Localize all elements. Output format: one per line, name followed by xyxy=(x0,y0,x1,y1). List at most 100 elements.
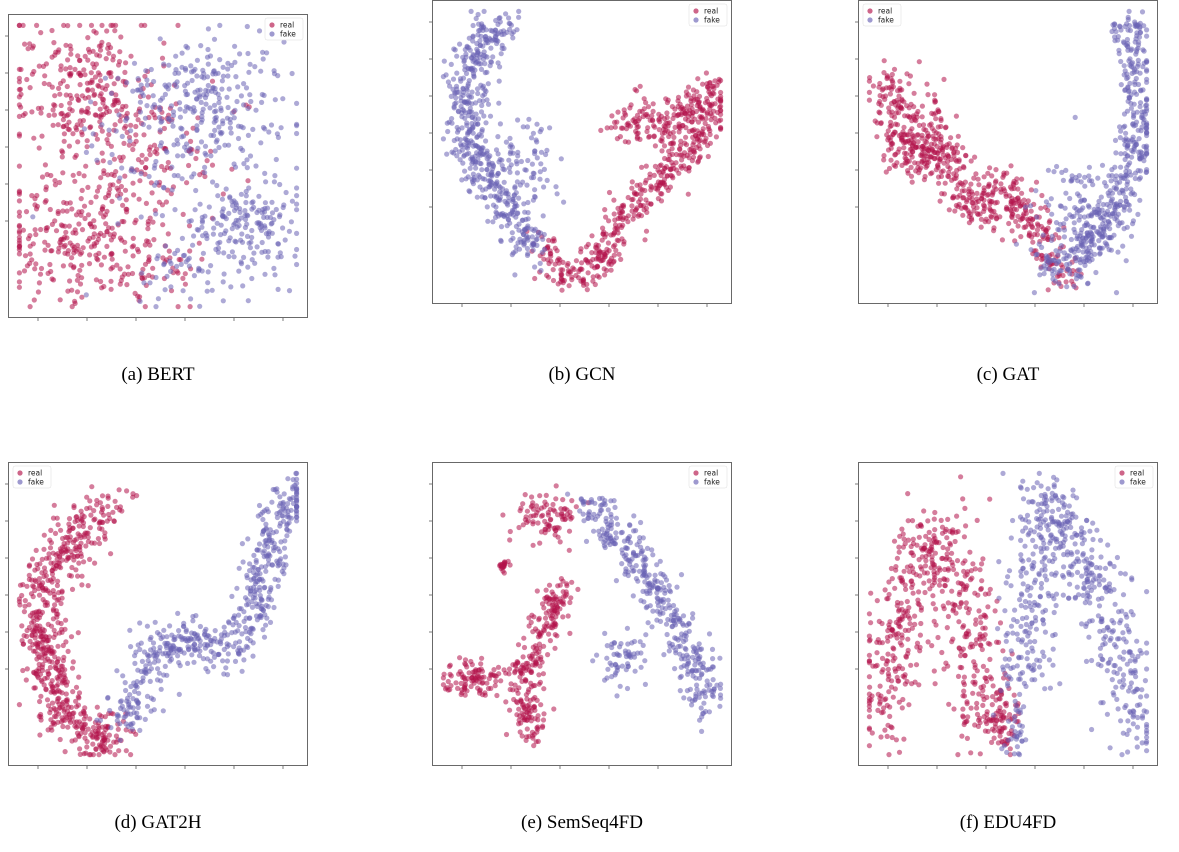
scatter-point-fake xyxy=(1135,81,1142,88)
scatter-point-real xyxy=(924,139,930,145)
scatter-point-real xyxy=(245,178,251,184)
scatter-point-real xyxy=(47,261,53,268)
scatter-point-fake xyxy=(170,650,176,656)
scatter-point-real xyxy=(35,566,41,572)
scatter-point-real xyxy=(96,83,102,89)
scatter-point-real xyxy=(27,638,33,644)
scatter-point-fake xyxy=(487,113,494,119)
scatter-point-fake xyxy=(1045,167,1051,173)
scatter-point-fake xyxy=(1132,79,1138,85)
scatter-point-fake xyxy=(278,125,284,131)
scatter-point-real xyxy=(165,231,171,237)
scatter-point-real xyxy=(20,641,26,647)
scatter-point-fake xyxy=(540,213,546,219)
scatter-point-real xyxy=(133,112,139,118)
scatter-point-real xyxy=(160,255,166,261)
scatter-point-fake xyxy=(185,45,191,51)
scatter-point-real xyxy=(113,169,119,175)
scatter-point-real xyxy=(45,242,51,248)
scatter-point-real xyxy=(49,727,55,733)
scatter-point-real xyxy=(85,583,91,589)
scatter-point-fake xyxy=(250,653,256,659)
scatter-point-real xyxy=(79,227,86,233)
scatter-point-fake xyxy=(1130,65,1136,71)
scatter-point-fake xyxy=(520,179,526,185)
scatter-point-real xyxy=(939,148,946,154)
scatter-point-real xyxy=(915,139,921,145)
scatter-point-real xyxy=(42,162,49,168)
scatter-point-real xyxy=(671,112,677,118)
scatter-point-real xyxy=(57,736,63,743)
scatter-point-fake xyxy=(1067,271,1073,277)
scatter-point-fake xyxy=(1066,253,1072,259)
scatter-point-real xyxy=(1028,187,1034,193)
scatter-point-fake xyxy=(272,97,278,103)
scatter-point-real xyxy=(195,115,201,121)
scatter-point-fake xyxy=(452,101,458,107)
scatter-point-real xyxy=(42,247,48,253)
scatter-point-fake xyxy=(1095,175,1101,181)
scatter-point-fake xyxy=(1135,211,1141,217)
scatter-point-fake xyxy=(267,214,273,221)
scatter-point-fake xyxy=(266,229,272,235)
scatter-point-real xyxy=(18,91,24,97)
caption-gat: (c) GAT xyxy=(976,364,1040,385)
scatter-point-fake xyxy=(538,267,544,274)
scatter-point-fake xyxy=(1132,175,1138,182)
scatter-panel-gat2h: real fake xyxy=(5,462,308,769)
scatter-point-fake xyxy=(199,214,205,220)
scatter-point-fake xyxy=(263,525,269,531)
scatter-point-fake xyxy=(535,232,541,238)
scatter-point-fake xyxy=(249,275,255,282)
scatter-point-fake xyxy=(516,195,522,201)
scatter-point-fake xyxy=(456,127,462,133)
scatter-point-real xyxy=(938,123,944,130)
scatter-point-fake xyxy=(452,90,458,96)
scatter-point-real xyxy=(124,488,130,494)
scatter-point-fake xyxy=(537,169,543,175)
scatter-point-real xyxy=(916,170,922,176)
scatter-point-fake xyxy=(211,36,218,42)
scatter-point-fake xyxy=(237,209,243,215)
scatter-point-real xyxy=(121,140,127,146)
scatter-point-fake xyxy=(265,604,271,610)
scatter-point-real xyxy=(105,172,111,178)
scatter-point-fake xyxy=(271,265,277,271)
scatter-point-fake xyxy=(174,137,180,143)
scatter-point-fake xyxy=(1088,238,1094,244)
scatter-point-fake xyxy=(505,202,511,208)
scatter-point-fake xyxy=(208,153,214,159)
scatter-point-real xyxy=(111,81,117,87)
scatter-point-fake xyxy=(239,631,245,637)
scatter-point-fake xyxy=(518,158,524,165)
scatter-point-real xyxy=(52,602,58,608)
scatter-point-real xyxy=(590,256,596,263)
scatter-point-real xyxy=(104,137,110,143)
scatter-point-real xyxy=(685,118,691,124)
scatter-point-fake xyxy=(153,211,159,217)
scatter-point-real xyxy=(184,180,190,186)
scatter-point-fake xyxy=(137,99,143,105)
scatter-point-real xyxy=(891,129,898,135)
scatter-point-fake xyxy=(513,158,520,164)
scatter-point-real xyxy=(147,144,153,150)
scatter-point-real xyxy=(149,190,155,196)
scatter-point-real xyxy=(106,732,112,738)
scatter-point-fake xyxy=(534,121,540,127)
scatter-point-fake xyxy=(280,225,286,231)
scatter-point-fake xyxy=(1117,135,1123,141)
scatter-point-fake xyxy=(114,668,120,674)
scatter-point-fake xyxy=(496,183,502,189)
scatter-point-fake xyxy=(260,56,266,62)
scatter-point-fake xyxy=(182,88,188,94)
scatter-point-real xyxy=(71,719,77,725)
scatter-point-fake xyxy=(1128,47,1134,53)
scatter-point-real xyxy=(66,516,73,522)
scatter-point-real xyxy=(79,262,85,268)
scatter-point-real xyxy=(62,717,68,723)
scatter-point-real xyxy=(650,108,656,114)
scatter-point-real xyxy=(69,206,75,212)
scatter-point-fake xyxy=(541,166,547,172)
scatter-point-fake xyxy=(294,185,300,191)
scatter-point-real xyxy=(39,133,45,139)
